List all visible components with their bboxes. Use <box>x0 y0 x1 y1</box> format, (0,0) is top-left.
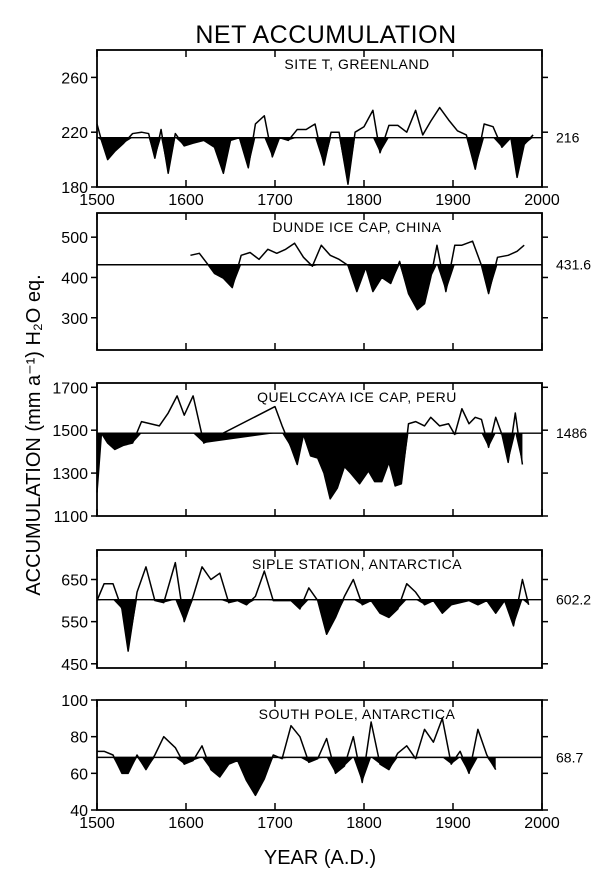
x-tick-label: 1800 <box>346 815 382 832</box>
y-tick-label: 1300 <box>52 466 88 483</box>
x-tick-label: 1700 <box>257 815 293 832</box>
panel-4: 450 550 650 SIPLE STATION, ANTARCTICA 602.2 <box>61 549 591 674</box>
x-tick-label: 1800 <box>346 192 382 209</box>
y-tick-label: 180 <box>61 180 88 197</box>
x-tick-label: 1600 <box>168 815 204 832</box>
plot-frame <box>96 49 543 188</box>
mean-value-label: 216 <box>556 130 580 146</box>
x-axis-title: YEAR (A.D.) <box>264 847 376 869</box>
plot-frame <box>96 212 543 351</box>
x-tick-label: 1500 <box>79 192 115 209</box>
panel-1: 1500 1600 1700 1800 1900 2000 180 220 260 SITE T,… <box>61 49 580 209</box>
panel-2: 300 400 500 DUNDE ICE CAP, CHINA 431.6 <box>61 212 591 351</box>
plot-frame <box>96 699 543 811</box>
y-tick-label: 400 <box>61 270 88 287</box>
plot-frame <box>96 549 543 669</box>
mean-value-label: 1486 <box>556 425 587 441</box>
x-tick-label: 1900 <box>435 815 471 832</box>
series-line <box>190 240 525 311</box>
y-tick-label: 220 <box>61 125 88 142</box>
below-mean-fill <box>97 137 534 185</box>
y-tick-label: 1100 <box>54 509 89 526</box>
panels: 1500 1600 1700 1800 1900 2000 180 220 260 SITE T,… <box>52 49 591 832</box>
x-tick-label: 1700 <box>257 192 293 209</box>
x-tick-label: 2000 <box>524 192 560 209</box>
panel-title: DUNDE ICE CAP, CHINA <box>272 219 441 235</box>
x-tick-label: 1900 <box>435 192 471 209</box>
y-tick-label: 60 <box>70 766 88 783</box>
series-line <box>96 106 534 186</box>
y-tick-label: 260 <box>61 70 88 87</box>
panel-3: 1100 1300 1500 1700 QUELCCAYA ICE CAP, PERU 1… <box>52 380 587 526</box>
series-line <box>96 561 530 652</box>
y-tick-label: 650 <box>61 573 88 590</box>
plot-frame <box>96 382 543 517</box>
below-mean-fill <box>97 599 529 652</box>
below-mean-fill <box>97 757 496 796</box>
panel-5: 1500 1600 1700 1800 1900 2000 40 60 80 100 SOUTH P… <box>61 693 583 832</box>
x-tick-label: 1600 <box>168 192 204 209</box>
y-tick-label: 1700 <box>52 380 88 397</box>
y-tick-label: 550 <box>61 615 88 632</box>
panel-title: QUELCCAYA ICE CAP, PERU <box>257 389 457 405</box>
figure-title: NET ACCUMULATION <box>195 21 456 49</box>
series-line <box>96 395 524 500</box>
x-tick-label: 2000 <box>524 815 560 832</box>
panel-title: SITE T, GREENLAND <box>284 56 429 72</box>
mean-value-label: 68.7 <box>556 749 583 765</box>
y-tick-label: 80 <box>70 730 88 747</box>
mean-value-label: 431.6 <box>556 257 591 273</box>
x-tick-label: 1500 <box>79 815 115 832</box>
y-tick-label: 40 <box>70 803 88 820</box>
y-tick-label: 100 <box>61 693 88 710</box>
y-tick-label: 450 <box>61 657 88 674</box>
y-axis-title: ACCUMULATION (mm a⁻¹) H₂O eq. <box>23 274 45 595</box>
below-mean-fill <box>97 433 523 499</box>
y-tick-label: 500 <box>61 230 88 247</box>
y-tick-label: 300 <box>61 311 88 328</box>
panel-title: SOUTH POLE, ANTARCTICA <box>259 706 456 722</box>
below-mean-fill <box>190 264 525 310</box>
series-line <box>97 717 497 797</box>
mean-value-label: 602.2 <box>556 592 591 608</box>
y-tick-label: 1500 <box>52 423 88 440</box>
panel-title: SIPLE STATION, ANTARCTICA <box>252 556 462 572</box>
